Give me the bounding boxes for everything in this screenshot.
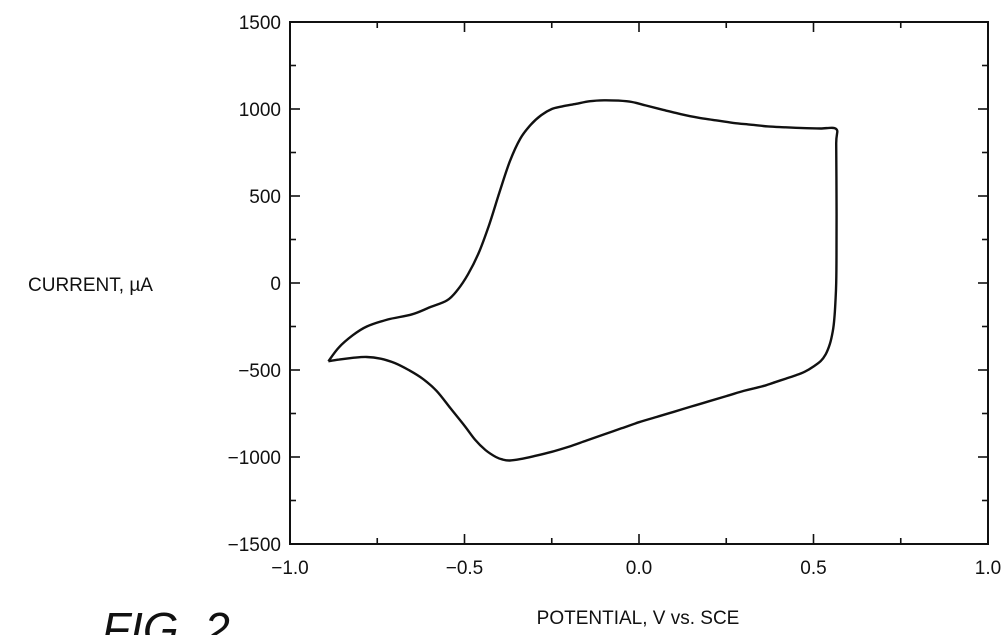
y-tick-label: 1500: [239, 13, 281, 34]
y-tick-label: 1000: [239, 100, 281, 121]
y-tick-label: −1500: [228, 535, 281, 556]
x-tick-label: 0.0: [626, 558, 652, 579]
figure-label: FIG. 2: [102, 603, 230, 635]
plot-frame: [289, 21, 989, 545]
y-tick-label: 0: [270, 274, 281, 295]
y-tick-label: 500: [249, 187, 281, 208]
x-tick-label: −0.5: [446, 558, 484, 579]
axis-ticks: [289, 21, 989, 545]
y-tick-label: −500: [238, 361, 281, 382]
x-tick-label: 0.5: [800, 558, 826, 579]
series-line-cv: [327, 99, 839, 462]
y-axis-label: CURRENT, µA: [28, 275, 153, 296]
x-axis-label: POTENTIAL, V vs. SCE: [537, 608, 740, 629]
x-tick-label: 1.0: [975, 558, 1001, 579]
y-tick-label: −1000: [228, 448, 281, 469]
x-tick-label: −1.0: [271, 558, 309, 579]
tick-labels: −1.0 −0.5 0.0 0.5 1.0 1500 1000 500 0 −500 −1000 −1…: [228, 13, 1002, 579]
